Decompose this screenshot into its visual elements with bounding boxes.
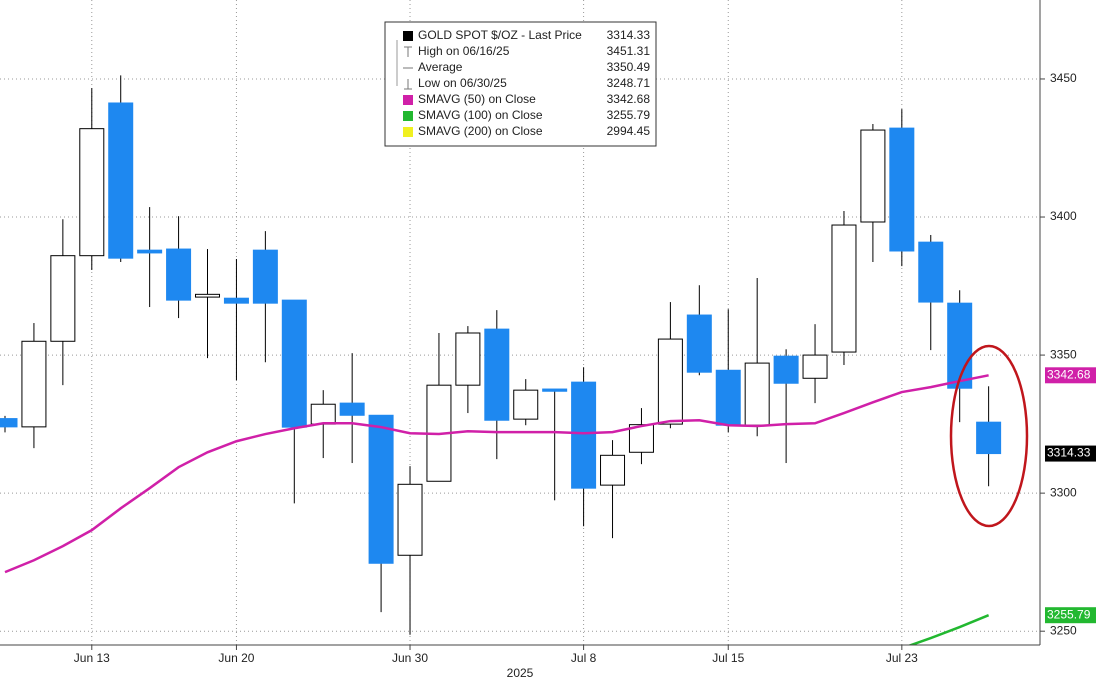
- candle-body: [310, 403, 336, 425]
- candle-body: [166, 248, 192, 301]
- candle-body: [831, 224, 857, 353]
- y-tick-label: 3300: [1050, 485, 1077, 499]
- x-tick-label: Jul 15: [712, 651, 744, 665]
- x-tick-label: Jun 30: [392, 651, 428, 665]
- legend-swatch: [403, 95, 413, 105]
- legend-value: 3350.49: [607, 60, 651, 74]
- candle-body: [0, 418, 18, 428]
- candle-body: [252, 249, 278, 304]
- legend-box: [384, 21, 657, 147]
- legend-swatch: [403, 127, 413, 137]
- value-tag: [1045, 445, 1096, 462]
- legend-value: 3342.68: [607, 92, 651, 106]
- legend-label: SMAVG (100) on Close: [418, 108, 543, 122]
- legend-value: 3451.31: [607, 44, 651, 58]
- y-tick-label: 3350: [1050, 347, 1077, 361]
- right-axis: 3250 3300 3350 3400 3450 3342.68 3255.79 3314.3…: [1040, 71, 1096, 637]
- candle-body: [281, 299, 307, 428]
- candle-body: [223, 297, 249, 304]
- value-tag-label: 3342.68: [1047, 367, 1091, 381]
- sma-line: [907, 614, 990, 645]
- candle-body: [397, 483, 423, 556]
- candle-body: [947, 302, 973, 389]
- candle-body: [108, 102, 134, 259]
- candle-body: [773, 355, 799, 384]
- legend-label: SMAVG (50) on Close: [418, 92, 536, 106]
- legend-icon: [404, 46, 412, 57]
- candle-body: [686, 314, 712, 373]
- candle-body: [455, 332, 481, 386]
- candle-body: [137, 249, 163, 254]
- y-tick-label: 3450: [1050, 71, 1077, 85]
- x-tick-label: Jun 20: [218, 651, 254, 665]
- legend-value: 3248.71: [607, 76, 651, 90]
- legend-label: Average: [418, 60, 463, 74]
- x-tick-label: Jul 8: [571, 651, 597, 665]
- legend-swatch: [403, 31, 413, 41]
- candle-body: [571, 381, 597, 489]
- value-tag: [1045, 607, 1096, 624]
- legend-value: 3255.79: [607, 108, 651, 122]
- candle-body: [600, 454, 626, 486]
- candle-body: [715, 369, 741, 426]
- candle-body: [339, 402, 365, 416]
- legend-value: 3314.33: [607, 28, 651, 42]
- legend-label: SMAVG (200) on Close: [418, 124, 543, 138]
- candle-body: [50, 255, 76, 342]
- candle-body: [744, 362, 770, 426]
- candle-body: [889, 127, 915, 252]
- highlight-ellipse: [949, 344, 1029, 528]
- candle-body: [513, 389, 539, 420]
- legend-label: High on 06/16/25: [418, 44, 510, 58]
- candle-body: [484, 328, 510, 421]
- legend-label: Low on 06/30/25: [418, 76, 507, 90]
- candle-body: [860, 129, 886, 223]
- candle-body: [976, 421, 1002, 455]
- y-tick-label: 3250: [1050, 623, 1077, 637]
- candle-body: [21, 340, 47, 428]
- grid: Jun 13 Jun 20 Jun 30 Jul 8 Jul 15 Jul 23: [0, 0, 1040, 665]
- x-tick-label: Jul 23: [886, 651, 918, 665]
- sma-line: [4, 374, 989, 574]
- y-tick-label: 3400: [1050, 209, 1077, 223]
- candle-body: [918, 241, 944, 303]
- legend-icon: [404, 79, 412, 90]
- candle-body: [195, 293, 221, 298]
- x-axis-label: 2025: [507, 666, 534, 680]
- candle-body: [657, 338, 683, 425]
- legend-swatch: [403, 111, 413, 121]
- candle-body: [542, 388, 568, 392]
- legend: GOLD SPOT $/OZ - Last Price 3314.33 High o…: [384, 21, 657, 147]
- legend-label: GOLD SPOT $/OZ - Last Price: [418, 28, 582, 42]
- candle-body: [802, 354, 828, 379]
- candle-body: [79, 128, 105, 257]
- plot: [0, 75, 1002, 645]
- value-tag-label: 3314.33: [1047, 446, 1091, 460]
- x-tick-label: Jun 13: [74, 651, 110, 665]
- value-tag-label: 3255.79: [1047, 607, 1091, 621]
- candle-body: [368, 414, 394, 564]
- legend-value: 2994.45: [607, 124, 651, 138]
- candle-body: [628, 424, 654, 453]
- value-tag: [1045, 367, 1096, 384]
